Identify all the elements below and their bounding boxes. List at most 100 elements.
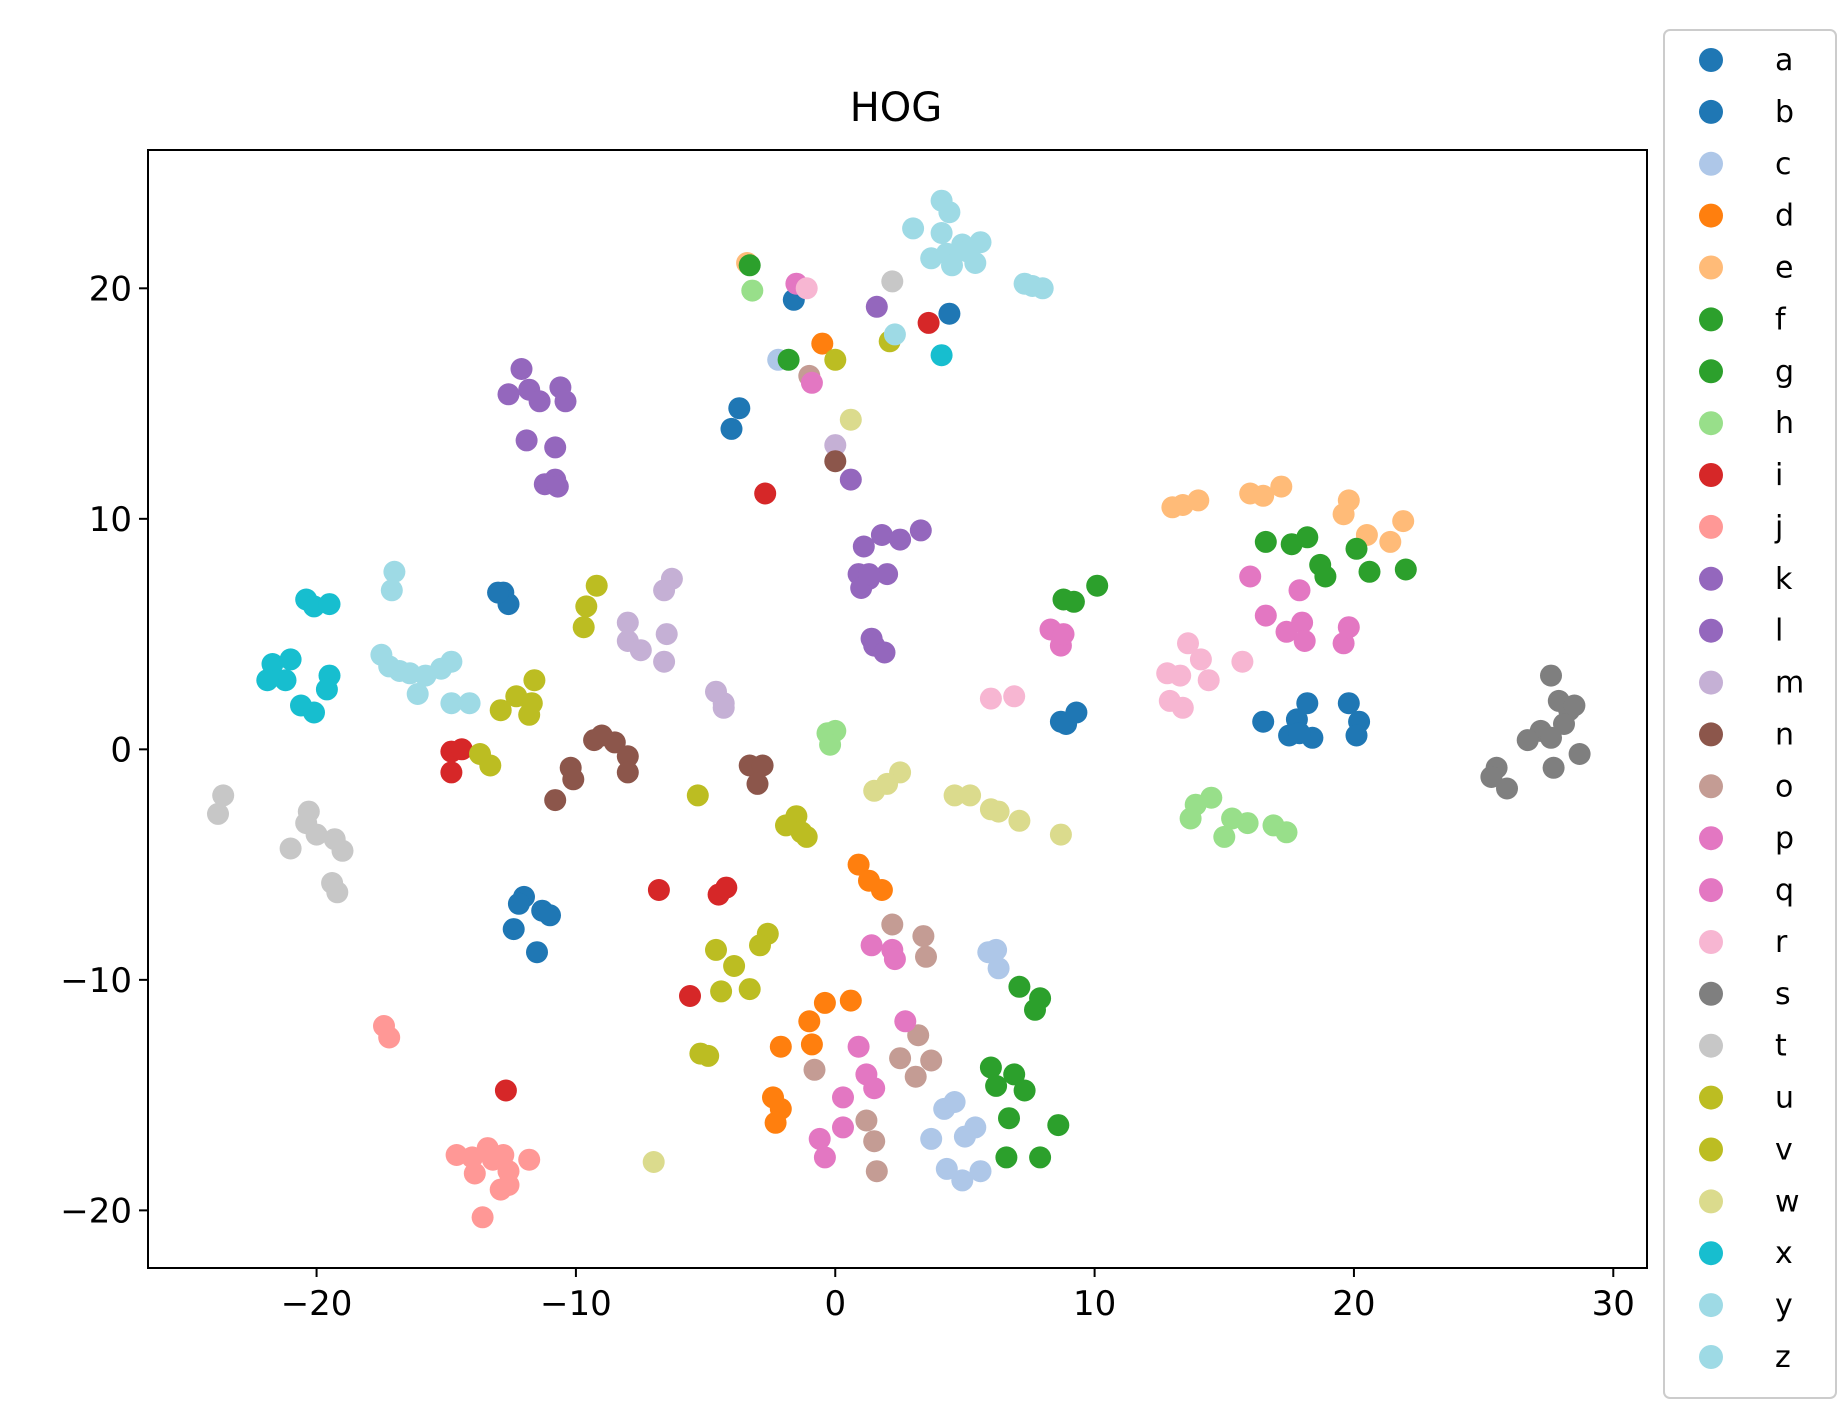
data-point-t-7 <box>331 839 354 862</box>
series-f <box>738 254 1417 588</box>
data-point-n-11 <box>544 789 567 812</box>
legend-label: f <box>1775 302 1787 337</box>
data-point-g-11 <box>1047 1114 1070 1137</box>
data-point-m-6 <box>655 623 678 646</box>
series-e <box>736 252 1415 553</box>
data-point-p-6 <box>1291 611 1314 634</box>
legend-marker <box>1699 359 1723 384</box>
data-point-p-12 <box>883 948 906 971</box>
data-point-x-6 <box>274 669 297 692</box>
data-point-y-3 <box>902 217 925 240</box>
data-point-v-0 <box>824 348 847 371</box>
data-point-d-11 <box>764 1111 787 1134</box>
data-point-p-2 <box>1239 565 1262 588</box>
legend-label: t <box>1775 1029 1787 1064</box>
data-point-m-3 <box>616 611 639 634</box>
data-point-g-5 <box>1024 998 1046 1021</box>
data-point-u-7 <box>489 699 512 722</box>
data-point-f-1 <box>777 348 800 371</box>
legend-label: p <box>1775 821 1794 856</box>
legend-entry-e: e <box>1699 251 1793 286</box>
x-tick-label: 30 <box>1592 1284 1635 1324</box>
legend-entry-v: v <box>1699 1133 1793 1168</box>
data-point-p-19 <box>808 1127 831 1150</box>
data-point-k-7 <box>544 436 567 459</box>
legend-marker <box>1699 463 1723 487</box>
legend-entry-y: y <box>1699 1288 1793 1323</box>
data-point-c-5 <box>943 1091 966 1113</box>
y-tick-label: 10 <box>89 500 132 540</box>
legend-marker <box>1699 514 1723 539</box>
data-point-e-6 <box>1270 475 1293 498</box>
legend-marker <box>1699 1241 1723 1266</box>
data-point-g-12 <box>995 1146 1018 1169</box>
data-point-n-3 <box>603 731 626 754</box>
data-point-o-1 <box>881 913 904 936</box>
legend-marker <box>1699 99 1723 124</box>
series-r <box>795 277 1254 719</box>
legend-label: x <box>1775 1236 1793 1271</box>
series-i <box>440 311 940 1102</box>
data-point-a-18 <box>1345 724 1368 747</box>
legend-entry-q: q <box>1699 873 1794 908</box>
legend-marker <box>1699 255 1723 280</box>
legend-marker <box>1699 981 1723 1006</box>
data-point-p-20 <box>813 1146 836 1169</box>
legend-marker <box>1699 1085 1723 1110</box>
data-point-x-3 <box>318 593 341 616</box>
data-point-d-0 <box>811 332 834 355</box>
data-point-a-8 <box>502 918 525 941</box>
x-tick-label: −10 <box>540 1284 612 1324</box>
legend-label: u <box>1775 1081 1794 1116</box>
data-point-f-9 <box>1394 558 1417 581</box>
legend-label: k <box>1775 562 1793 597</box>
legend-marker <box>1699 307 1723 332</box>
legend-marker <box>1699 1137 1723 1162</box>
data-point-v-9 <box>723 955 746 977</box>
data-point-k-1 <box>497 383 520 406</box>
legend-label: n <box>1775 717 1794 752</box>
data-point-g-10 <box>998 1107 1020 1130</box>
data-point-o-11 <box>865 1160 888 1183</box>
data-point-r-3 <box>1177 632 1199 655</box>
series-a <box>487 288 1371 964</box>
data-point-l-0 <box>858 563 880 586</box>
data-point-t-5 <box>305 823 328 846</box>
data-point-r-4 <box>1189 648 1212 671</box>
data-point-v-8 <box>705 938 727 961</box>
data-point-s-6 <box>1553 713 1575 735</box>
data-point-i-7 <box>715 876 738 899</box>
data-point-x-5 <box>279 648 302 671</box>
data-point-i-5 <box>647 879 670 901</box>
data-point-r-9 <box>1171 696 1194 719</box>
data-point-r-5 <box>1197 669 1220 692</box>
data-point-f-6 <box>1314 565 1337 588</box>
chart-title: HOG <box>850 85 943 131</box>
legend-entry-a: a <box>1699 43 1793 78</box>
data-point-b-5 <box>1288 722 1311 745</box>
data-point-v-7 <box>749 934 771 957</box>
data-point-a-12 <box>1296 692 1319 715</box>
data-point-p-17 <box>832 1086 854 1109</box>
legend-marker <box>1699 826 1723 851</box>
legend-entry-k: k <box>1699 562 1793 597</box>
data-point-o-5 <box>803 1058 826 1081</box>
legend-label: s <box>1775 977 1791 1012</box>
data-point-y-24 <box>440 692 463 715</box>
data-point-f-7 <box>1345 537 1368 560</box>
data-point-v-10 <box>738 978 761 1001</box>
data-point-y-4 <box>930 222 953 244</box>
legend-label: c <box>1775 147 1792 182</box>
series-z <box>388 660 411 682</box>
data-point-j-1 <box>378 1026 401 1049</box>
data-point-k-3 <box>528 390 551 413</box>
data-point-b-0 <box>938 302 961 325</box>
data-point-j-9 <box>518 1148 541 1171</box>
legend-label: v <box>1775 1133 1793 1168</box>
data-point-a-11 <box>526 941 548 964</box>
data-point-k-16 <box>909 519 932 542</box>
data-point-n-6 <box>562 768 585 791</box>
data-point-r-0 <box>795 277 818 300</box>
data-point-s-12 <box>1542 756 1565 779</box>
data-point-i-4 <box>440 761 463 784</box>
